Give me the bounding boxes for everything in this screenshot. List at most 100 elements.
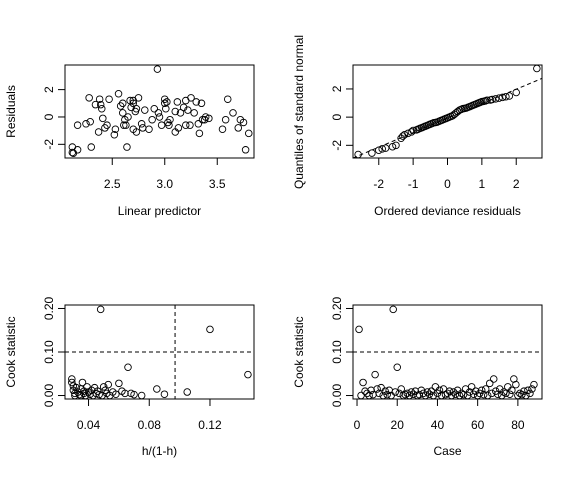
data-point bbox=[381, 144, 390, 152]
plot-frame bbox=[64, 64, 255, 159]
data-layer bbox=[65, 305, 254, 399]
data-point bbox=[85, 94, 93, 102]
data-point bbox=[205, 114, 213, 123]
reference-line bbox=[353, 77, 542, 158]
data-point bbox=[174, 124, 183, 132]
data-point bbox=[223, 95, 232, 103]
x-tick-label: 0 bbox=[354, 418, 361, 432]
data-point bbox=[94, 128, 103, 136]
data-point bbox=[134, 94, 143, 102]
data-point bbox=[429, 391, 438, 399]
plot-frame bbox=[352, 64, 543, 159]
data-point bbox=[234, 124, 242, 132]
data-point bbox=[124, 113, 132, 121]
data-point bbox=[179, 103, 188, 112]
y-tick-label: 0.00 bbox=[42, 384, 56, 408]
data-point bbox=[361, 387, 369, 395]
data-point bbox=[160, 390, 169, 398]
data-point bbox=[141, 106, 149, 114]
data-point bbox=[91, 100, 100, 109]
data-point bbox=[110, 130, 119, 139]
x-tick-label: 0.04 bbox=[77, 418, 101, 432]
data-point bbox=[118, 109, 127, 117]
data-point bbox=[431, 383, 440, 391]
x-axis-label: Linear predictor bbox=[118, 204, 201, 218]
data-point bbox=[114, 89, 123, 98]
data-point bbox=[145, 125, 153, 134]
data-point bbox=[183, 388, 191, 396]
data-point bbox=[391, 388, 399, 396]
y-axis-label: Residuals bbox=[4, 85, 18, 138]
data-point bbox=[93, 387, 102, 395]
data-point bbox=[407, 388, 416, 396]
data-point bbox=[530, 380, 538, 389]
data-point bbox=[506, 390, 514, 398]
data-point bbox=[87, 143, 95, 151]
data-point bbox=[171, 107, 179, 116]
y-tick-label: 0.10 bbox=[330, 340, 344, 364]
y-tick-label: 0.20 bbox=[330, 296, 344, 320]
y-tick-label: 0 bbox=[42, 113, 56, 120]
data-point bbox=[526, 389, 534, 398]
data-point bbox=[378, 145, 386, 153]
data-point bbox=[400, 130, 409, 139]
data-point bbox=[157, 121, 166, 129]
data-point bbox=[96, 100, 105, 109]
data-point bbox=[190, 109, 198, 117]
data-point bbox=[375, 146, 383, 154]
data-point bbox=[68, 375, 76, 383]
data-point bbox=[495, 94, 503, 102]
data-point bbox=[485, 379, 494, 388]
data-point bbox=[355, 325, 363, 334]
data-point bbox=[163, 98, 171, 106]
data-point bbox=[127, 103, 135, 112]
data-point bbox=[95, 95, 104, 103]
data-point bbox=[229, 109, 237, 117]
data-point bbox=[522, 391, 530, 399]
x-axis-label: Case bbox=[433, 444, 461, 458]
data-point bbox=[359, 378, 367, 387]
data-point bbox=[72, 383, 81, 392]
data-point bbox=[512, 380, 520, 389]
y-tick-label: 0.00 bbox=[330, 384, 344, 408]
data-point bbox=[73, 121, 82, 129]
data-point bbox=[120, 121, 128, 129]
data-point bbox=[186, 121, 194, 129]
y-axis-label: Cook statistic bbox=[292, 316, 306, 387]
data-point bbox=[449, 388, 458, 396]
data-point bbox=[365, 391, 373, 399]
data-point bbox=[138, 124, 147, 132]
data-point bbox=[473, 391, 482, 399]
data-point bbox=[505, 92, 514, 100]
data-point bbox=[153, 65, 162, 73]
data-point bbox=[155, 113, 164, 121]
residuals-vs-linear-predictor-panel: 2.5 3.0 3.5 -2 0 2 Linear predictor Residuals bbox=[4, 64, 255, 218]
data-point bbox=[445, 387, 454, 395]
data-point bbox=[184, 106, 192, 114]
data-point bbox=[403, 389, 412, 398]
data-point bbox=[487, 389, 496, 398]
data-point bbox=[96, 305, 105, 314]
data-point bbox=[514, 391, 522, 399]
data-point bbox=[118, 99, 127, 108]
data-point bbox=[137, 391, 146, 399]
y-axis-label: Quantiles of standard normal bbox=[292, 35, 306, 189]
data-point bbox=[502, 389, 510, 398]
data-point bbox=[504, 383, 512, 391]
x-tick-label: 20 bbox=[391, 418, 405, 432]
data-point bbox=[477, 386, 486, 395]
data-point bbox=[148, 115, 156, 124]
data-point bbox=[176, 109, 185, 117]
data-point bbox=[368, 149, 376, 157]
data-point bbox=[78, 378, 87, 387]
x-tick-label: 1 bbox=[479, 177, 486, 191]
x-tick-label: 3.0 bbox=[156, 177, 173, 191]
data-point bbox=[354, 150, 362, 158]
data-point bbox=[165, 121, 173, 129]
y-tick-label: 2 bbox=[330, 85, 344, 92]
data-point bbox=[491, 95, 500, 103]
data-point bbox=[373, 385, 381, 393]
y-tick-label: 0.10 bbox=[42, 340, 56, 364]
data-point bbox=[68, 378, 76, 387]
